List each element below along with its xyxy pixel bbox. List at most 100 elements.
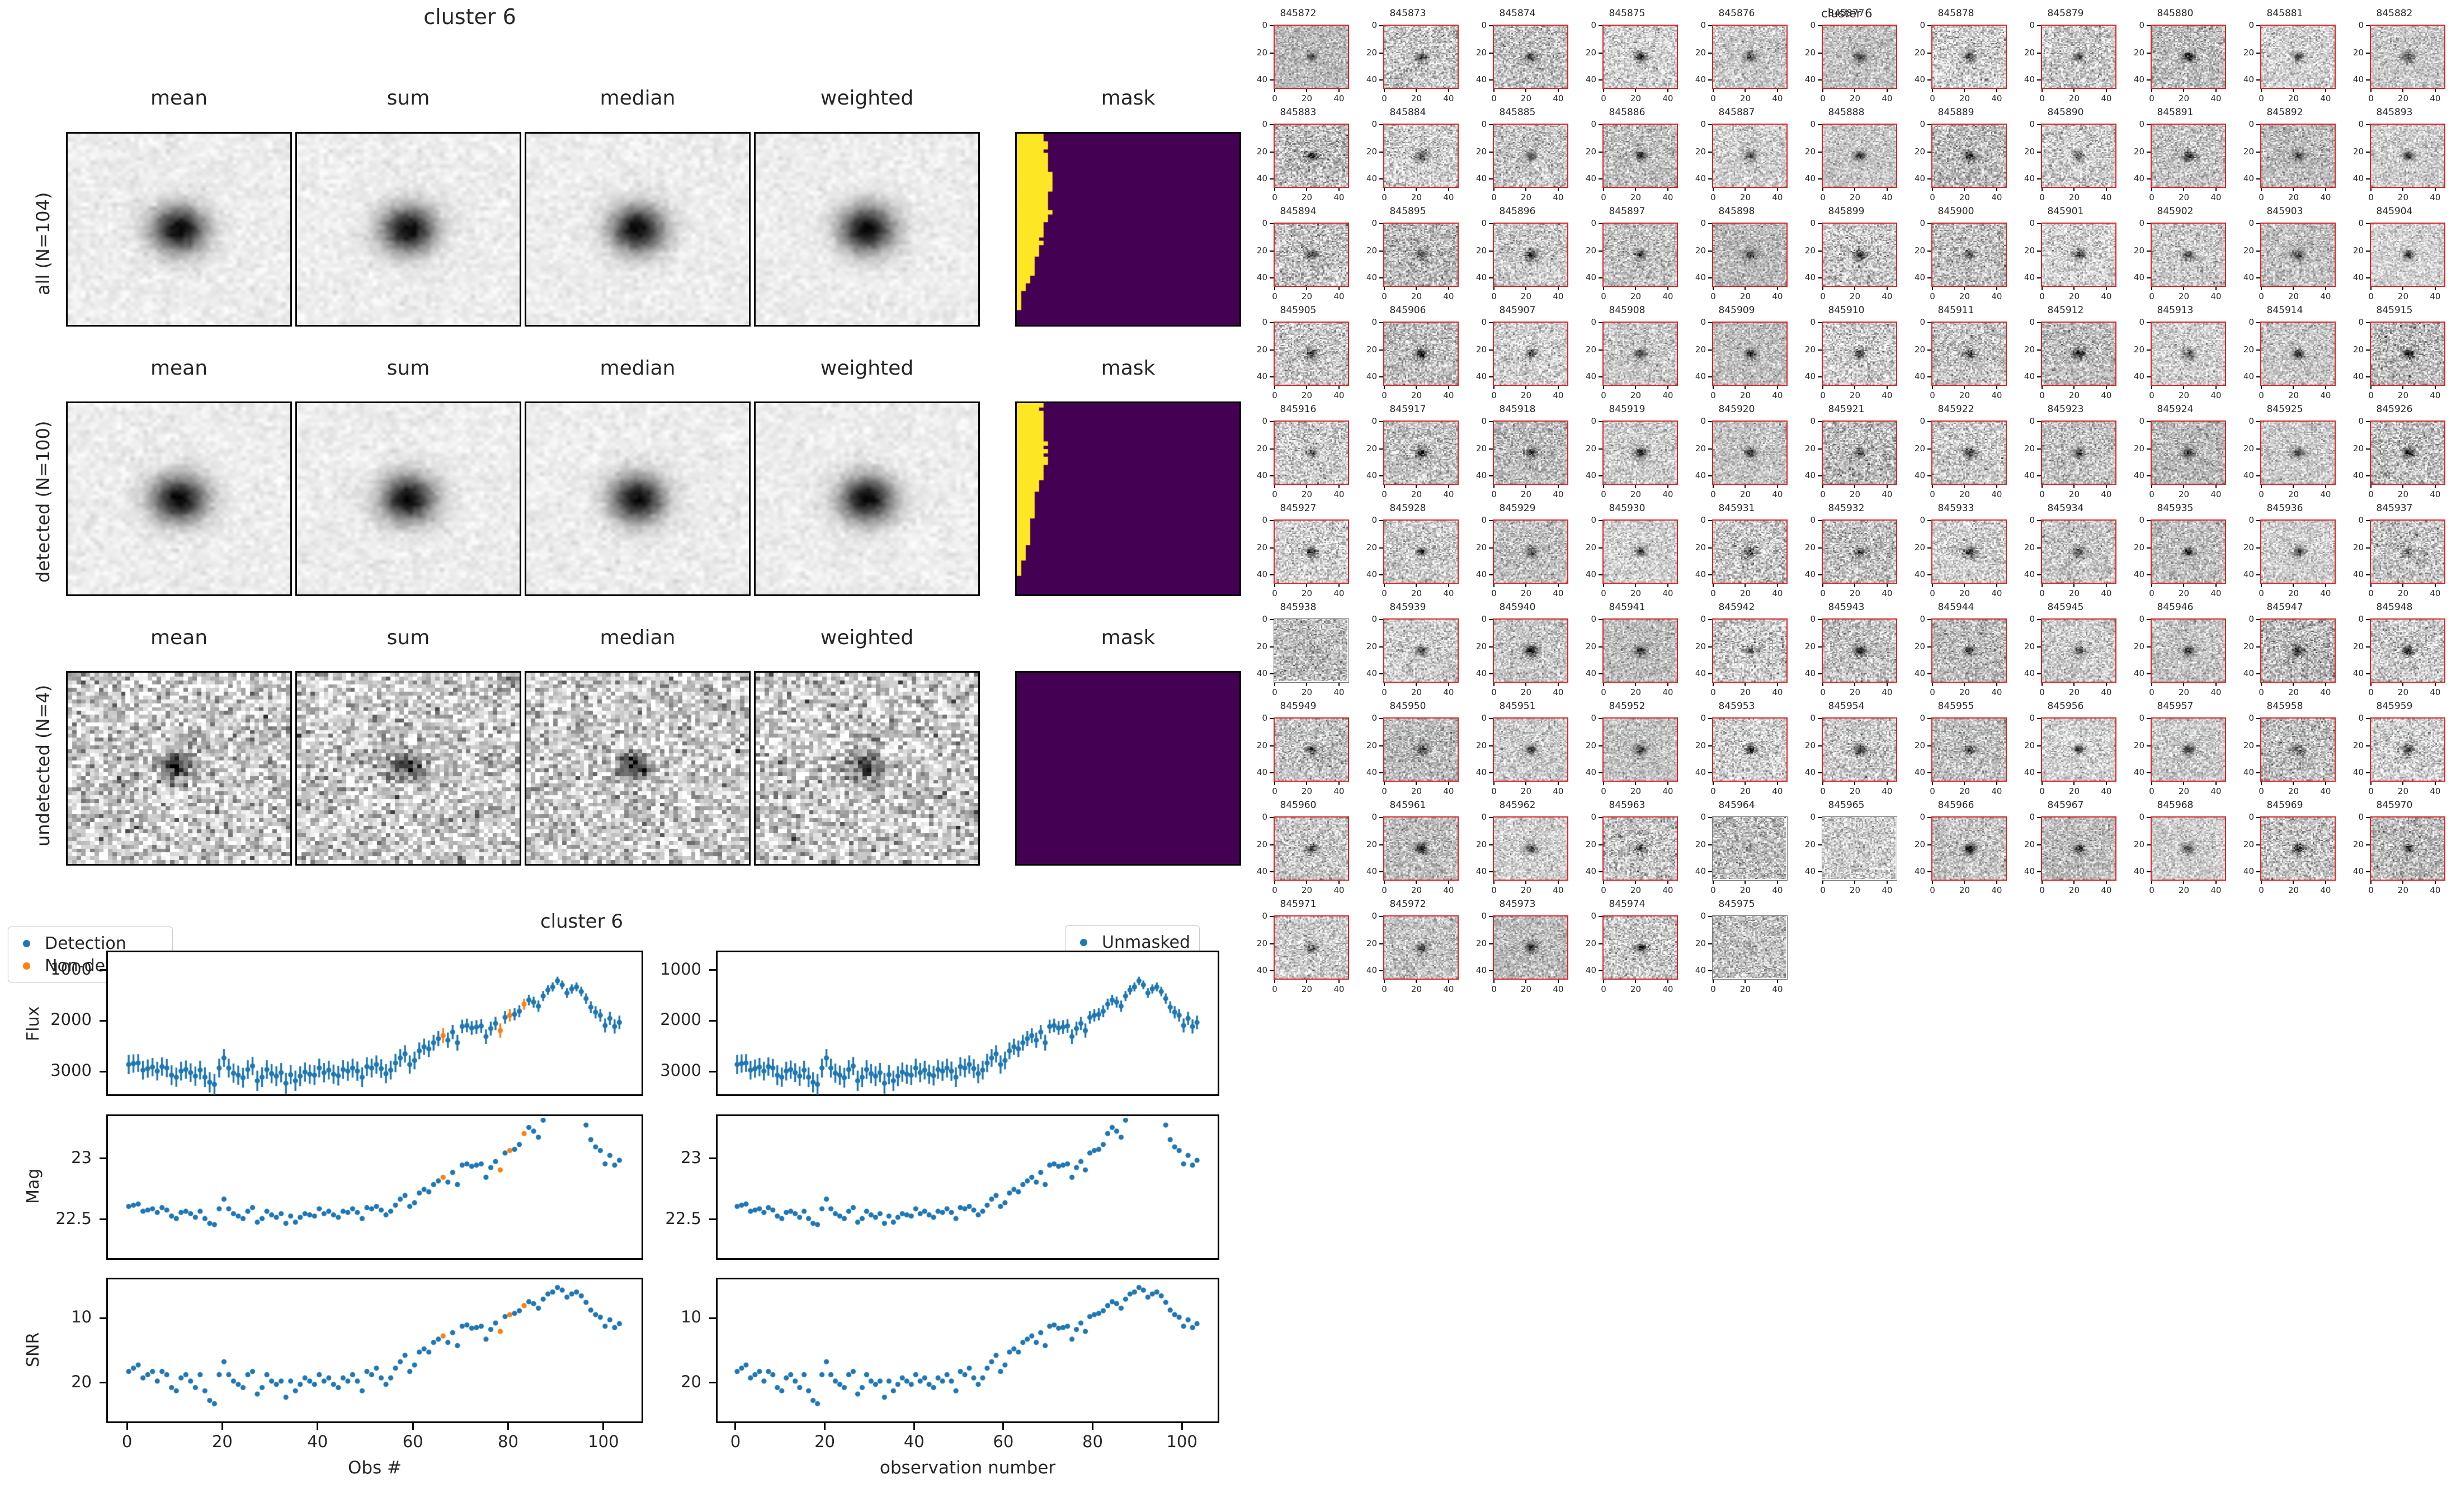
cutout-cell[interactable]: 845971 0 20 40 0 20 40 [1247,899,1357,998]
cutout-cell[interactable]: 845901 0 20 40 0 20 40 [2015,206,2124,305]
cutout-cell[interactable]: 845896 0 20 40 0 20 40 [1467,206,1576,305]
cutout-cell[interactable]: 845875 0 20 40 0 20 40 [1576,8,1686,107]
cutout-cell[interactable]: 845934 0 20 40 0 20 40 [2015,503,2124,602]
cutout-cell[interactable]: 845915 0 20 40 0 20 40 [2344,305,2453,404]
cutout-cell[interactable]: 845894 0 20 40 0 20 40 [1247,206,1357,305]
cutout-cell[interactable]: 845969 0 20 40 0 20 40 [2234,800,2344,899]
cutout-cell[interactable]: 845897 0 20 40 0 20 40 [1576,206,1686,305]
cutout-cell[interactable]: 845919 0 20 40 0 20 40 [1576,404,1686,503]
cutout-cell[interactable]: 845912 0 20 40 0 20 40 [2015,305,2124,404]
cutout-cell[interactable]: 845965 0 20 40 0 20 40 [1795,800,1905,899]
cutout-cell[interactable]: 845906 0 20 40 0 20 40 [1357,305,1467,404]
cutout-cell[interactable]: 845937 0 20 40 0 20 40 [2344,503,2453,602]
cutout-cell[interactable]: 845918 0 20 40 0 20 40 [1467,404,1576,503]
cutout-cell[interactable]: 845888 0 20 40 0 20 40 [1795,107,1905,206]
cutout-cell[interactable]: 845889 0 20 40 0 20 40 [1905,107,2015,206]
cutout-cell[interactable]: 845895 0 20 40 0 20 40 [1357,206,1467,305]
cutout-cell[interactable]: 845958 0 20 40 0 20 40 [2234,701,2344,800]
cutout-cell[interactable]: 845970 0 20 40 0 20 40 [2344,800,2453,899]
cutout-cell[interactable]: 845939 0 20 40 0 20 40 [1357,602,1467,701]
cutout-cell[interactable]: 845942 0 20 40 0 20 40 [1686,602,1795,701]
cutout-cell[interactable]: 845921 0 20 40 0 20 40 [1795,404,1905,503]
cutout-cell[interactable]: 845881 0 20 40 0 20 40 [2234,8,2344,107]
cutout-cell[interactable]: 845940 0 20 40 0 20 40 [1467,602,1576,701]
cutout-cell[interactable]: 845950 0 20 40 0 20 40 [1357,701,1467,800]
cutout-cell[interactable]: 845903 0 20 40 0 20 40 [2234,206,2344,305]
cutout-cell[interactable]: 845913 0 20 40 0 20 40 [2124,305,2234,404]
cutout-cell[interactable]: 845953 0 20 40 0 20 40 [1686,701,1795,800]
cutout-cell[interactable]: 845968 0 20 40 0 20 40 [2124,800,2234,899]
cutout-cell[interactable]: 845914 0 20 40 0 20 40 [2234,305,2344,404]
cutout-cell[interactable]: 845909 0 20 40 0 20 40 [1686,305,1795,404]
cutout-cell[interactable]: 845911 0 20 40 0 20 40 [1905,305,2015,404]
cutout-cell[interactable]: 845926 0 20 40 0 20 40 [2344,404,2453,503]
cutout-cell[interactable]: 845900 0 20 40 0 20 40 [1905,206,2015,305]
cutout-cell[interactable]: 845917 0 20 40 0 20 40 [1357,404,1467,503]
cutout-cell[interactable]: 845955 0 20 40 0 20 40 [1905,701,2015,800]
cutout-cell[interactable]: 845956 0 20 40 0 20 40 [2015,701,2124,800]
cutout-cell[interactable]: 845945 0 20 40 0 20 40 [2015,602,2124,701]
cutout-cell[interactable]: 845957 0 20 40 0 20 40 [2124,701,2234,800]
cutout-cell[interactable]: 845931 0 20 40 0 20 40 [1686,503,1795,602]
cutout-cell[interactable]: 845947 0 20 40 0 20 40 [2234,602,2344,701]
cutout-cell[interactable]: 845933 0 20 40 0 20 40 [1905,503,2015,602]
cutout-cell[interactable]: 845954 0 20 40 0 20 40 [1795,701,1905,800]
cutout-cell[interactable]: 845891 0 20 40 0 20 40 [2124,107,2234,206]
cutout-cell[interactable]: 845880 0 20 40 0 20 40 [2124,8,2234,107]
cutout-cell[interactable]: 845885 0 20 40 0 20 40 [1467,107,1576,206]
cutout-cell[interactable]: 845893 0 20 40 0 20 40 [2344,107,2453,206]
cutout-cell[interactable]: 845948 0 20 40 0 20 40 [2344,602,2453,701]
cutout-cell[interactable]: 845949 0 20 40 0 20 40 [1247,701,1357,800]
cutout-cell[interactable]: 845936 0 20 40 0 20 40 [2234,503,2344,602]
cutout-cell[interactable]: 845925 0 20 40 0 20 40 [2234,404,2344,503]
legend-entry-right-0[interactable]: Unmasked [1072,931,1190,953]
cutout-cell[interactable]: 845960 0 20 40 0 20 40 [1247,800,1357,899]
cutout-cell[interactable]: 845929 0 20 40 0 20 40 [1467,503,1576,602]
cutout-cell[interactable]: 845961 0 20 40 0 20 40 [1357,800,1467,899]
cutout-cell[interactable]: 845876 0 20 40 0 20 40 [1686,8,1795,107]
cutout-cell[interactable]: 845886 0 20 40 0 20 40 [1576,107,1686,206]
cutout-cell[interactable]: 845898 0 20 40 0 20 40 [1686,206,1795,305]
cutout-cell[interactable]: 845908 0 20 40 0 20 40 [1576,305,1686,404]
cutout-cell[interactable]: 845922 0 20 40 0 20 40 [1905,404,2015,503]
cutout-cell[interactable]: 845883 0 20 40 0 20 40 [1247,107,1357,206]
legend-entry-left-0[interactable]: Detection [15,932,163,955]
cutout-cell[interactable]: 845962 0 20 40 0 20 40 [1467,800,1576,899]
cutout-cell[interactable]: 845910 0 20 40 0 20 40 [1795,305,1905,404]
cutout-cell[interactable]: 845941 0 20 40 0 20 40 [1576,602,1686,701]
cutout-cell[interactable]: 845872 0 20 40 0 20 40 [1247,8,1357,107]
cutout-cell[interactable]: 845964 0 20 40 0 20 40 [1686,800,1795,899]
cutout-cell[interactable]: 845932 0 20 40 0 20 40 [1795,503,1905,602]
cutout-cell[interactable]: 845938 0 20 40 0 20 40 [1247,602,1357,701]
cutout-cell[interactable]: 845951 0 20 40 0 20 40 [1467,701,1576,800]
cutout-cell[interactable]: 845904 0 20 40 0 20 40 [2344,206,2453,305]
cutout-cell[interactable]: 845943 0 20 40 0 20 40 [1795,602,1905,701]
cutout-cell[interactable]: 845974 0 20 40 0 20 40 [1576,899,1686,998]
cutout-cell[interactable]: 845879 0 20 40 0 20 40 [2015,8,2124,107]
cutout-cell[interactable]: 845952 0 20 40 0 20 40 [1576,701,1686,800]
cutout-cell[interactable]: 845975 0 20 40 0 20 40 [1686,899,1795,998]
cutout-cell[interactable]: 845944 0 20 40 0 20 40 [1905,602,2015,701]
cutout-cell[interactable]: 845892 0 20 40 0 20 40 [2234,107,2344,206]
cutout-cell[interactable]: 845905 0 20 40 0 20 40 [1247,305,1357,404]
cutout-cell[interactable]: 845924 0 20 40 0 20 40 [2124,404,2234,503]
cutout-cell[interactable]: 845890 0 20 40 0 20 40 [2015,107,2124,206]
cutout-cell[interactable]: 845902 0 20 40 0 20 40 [2124,206,2234,305]
cutout-cell[interactable]: 845899 0 20 40 0 20 40 [1795,206,1905,305]
cutout-cell[interactable]: 845884 0 20 40 0 20 40 [1357,107,1467,206]
cutout-cell[interactable]: 845877 0 20 40 0 20 40 [1795,8,1905,107]
cutout-cell[interactable]: 845930 0 20 40 0 20 40 [1576,503,1686,602]
cutout-cell[interactable]: 845967 0 20 40 0 20 40 [2015,800,2124,899]
cutout-cell[interactable]: 845959 0 20 40 0 20 40 [2344,701,2453,800]
cutout-cell[interactable]: 845973 0 20 40 0 20 40 [1467,899,1576,998]
cutout-cell[interactable]: 845878 0 20 40 0 20 40 [1905,8,2015,107]
cutout-cell[interactable]: 845966 0 20 40 0 20 40 [1905,800,2015,899]
cutout-cell[interactable]: 845963 0 20 40 0 20 40 [1576,800,1686,899]
cutout-cell[interactable]: 845928 0 20 40 0 20 40 [1357,503,1467,602]
cutout-cell[interactable]: 845874 0 20 40 0 20 40 [1467,8,1576,107]
cutout-cell[interactable]: 845923 0 20 40 0 20 40 [2015,404,2124,503]
cutout-cell[interactable]: 845882 0 20 40 0 20 40 [2344,8,2453,107]
cutout-cell[interactable]: 845920 0 20 40 0 20 40 [1686,404,1795,503]
cutout-cell[interactable]: 845907 0 20 40 0 20 40 [1467,305,1576,404]
cutout-cell[interactable]: 845916 0 20 40 0 20 40 [1247,404,1357,503]
